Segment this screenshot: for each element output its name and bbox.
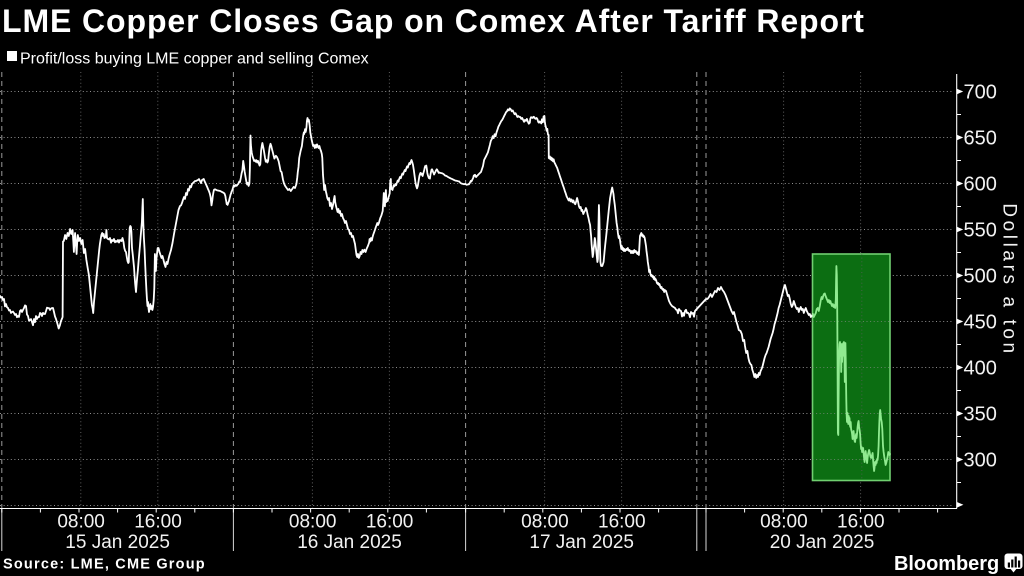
svg-text:700: 700 — [964, 82, 997, 104]
svg-text:Bloomberg: Bloomberg — [894, 553, 999, 575]
svg-text:400: 400 — [964, 358, 997, 380]
svg-text:650: 650 — [964, 128, 997, 150]
svg-text:600: 600 — [964, 174, 997, 196]
svg-text:16:00: 16:00 — [598, 512, 646, 533]
svg-text:Dollars a ton: Dollars a ton — [999, 203, 1020, 356]
svg-text:LME Copper Closes Gap on Comex: LME Copper Closes Gap on Comex After Tar… — [2, 3, 865, 39]
svg-text:550: 550 — [964, 220, 997, 242]
svg-text:16:00: 16:00 — [837, 512, 885, 533]
svg-text:16 Jan 2025: 16 Jan 2025 — [297, 532, 402, 553]
svg-text:15 Jan 2025: 15 Jan 2025 — [65, 532, 170, 553]
svg-text:08:00: 08:00 — [57, 512, 105, 533]
svg-text:20 Jan 2025: 20 Jan 2025 — [770, 532, 875, 553]
svg-text:Source: LME, CME Group: Source: LME, CME Group — [3, 557, 206, 573]
svg-text:08:00: 08:00 — [289, 512, 337, 533]
svg-text:08:00: 08:00 — [521, 512, 569, 533]
svg-text:08:00: 08:00 — [760, 512, 808, 533]
svg-text:16:00: 16:00 — [134, 512, 182, 533]
svg-text:Profit/loss buying LME copper: Profit/loss buying LME copper and sellin… — [20, 51, 369, 68]
svg-text:300: 300 — [964, 450, 997, 472]
svg-text:16:00: 16:00 — [366, 512, 414, 533]
svg-text:350: 350 — [964, 404, 997, 426]
svg-text:450: 450 — [964, 312, 997, 334]
svg-text:500: 500 — [964, 266, 997, 288]
svg-text:17 Jan 2025: 17 Jan 2025 — [529, 532, 634, 553]
